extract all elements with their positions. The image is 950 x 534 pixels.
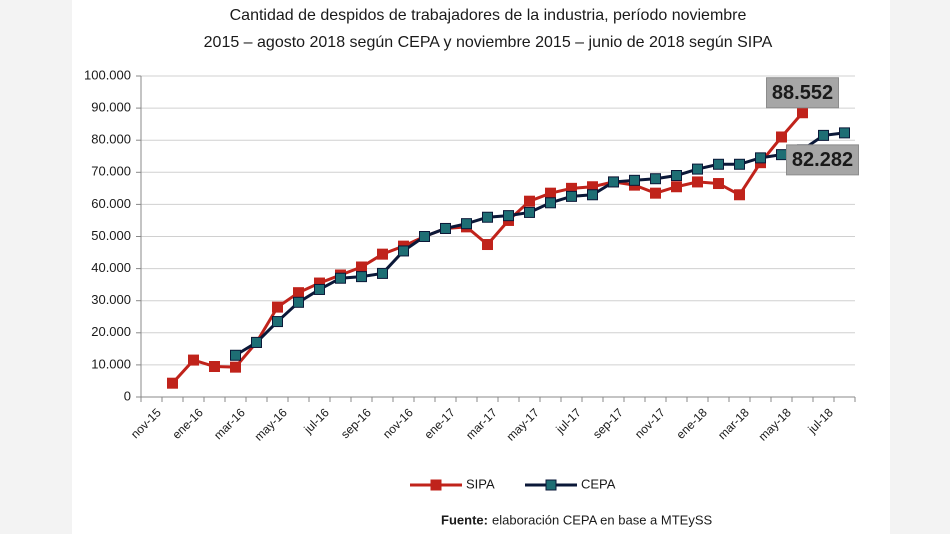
point [230, 349, 241, 361]
point [524, 206, 535, 218]
point [608, 176, 619, 188]
y-tick-label: 0 [124, 388, 131, 403]
point [734, 189, 745, 201]
point [818, 129, 829, 141]
point [671, 170, 682, 182]
y-tick-label: 20.000 [91, 324, 131, 339]
x-tick-label: may-17 [504, 405, 542, 443]
point [293, 287, 304, 299]
source-label: Fuente: [441, 512, 488, 527]
point [692, 176, 703, 188]
x-tick-label: sep-16 [338, 405, 374, 441]
legend-marker [430, 479, 442, 491]
point [482, 211, 493, 223]
x-tick-label: may-16 [252, 405, 290, 443]
x-tick-label: ene-16 [170, 405, 207, 442]
point [566, 190, 577, 202]
x-tick-label: nov-15 [128, 405, 164, 441]
legend-label: CEPA [581, 476, 616, 491]
source: elaboración CEPA en base a MTEySS [492, 512, 712, 527]
legend-label: SIPA [466, 476, 495, 491]
point [272, 301, 283, 313]
point [776, 131, 787, 143]
point [692, 163, 703, 175]
point [272, 316, 283, 328]
point [734, 158, 745, 170]
y-tick-label: 10.000 [91, 356, 131, 371]
point [419, 231, 430, 242]
y-tick-label: 50.000 [91, 228, 131, 243]
point [629, 174, 640, 186]
value-label: 88.552 [766, 77, 839, 109]
y-tick-label: 100.000 [84, 67, 131, 82]
chart-subtitle: 2015 – agosto 2018 según CEPA y noviembr… [204, 34, 773, 51]
x-tick-label: ene-17 [422, 405, 459, 442]
point [398, 245, 409, 257]
point [377, 248, 388, 260]
x-tick-label: may-18 [756, 405, 794, 443]
point [545, 197, 556, 209]
x-tick-label: nov-17 [632, 405, 668, 441]
value-label-box [786, 144, 859, 176]
point [209, 361, 220, 373]
point [524, 195, 535, 207]
point [503, 210, 514, 222]
point [713, 158, 724, 170]
point [461, 218, 472, 230]
point [650, 187, 661, 199]
point [377, 267, 388, 279]
x-tick-label: mar-18 [715, 405, 752, 442]
point [671, 181, 682, 193]
x-tick-label: ene-18 [674, 405, 711, 442]
x-tick-label: jul-16 [300, 405, 332, 437]
point [335, 272, 346, 284]
value-label-text: 88.552 [772, 82, 833, 104]
point [314, 283, 325, 295]
x-tick-label: mar-17 [463, 405, 500, 442]
point [776, 149, 787, 161]
x-tick-label: mar-16 [211, 405, 248, 442]
value-label: 82.282 [786, 144, 859, 176]
y-tick-label: 80.000 [91, 132, 131, 147]
point [356, 261, 367, 273]
y-tick-label: 40.000 [91, 260, 131, 275]
point [545, 187, 556, 199]
x-tick-label: sep-17 [590, 405, 626, 441]
y-tick-label: 70.000 [91, 164, 131, 179]
point [293, 296, 304, 308]
y-tick-label: 90.000 [91, 100, 131, 115]
point [356, 271, 367, 283]
point [167, 377, 178, 389]
point [713, 178, 724, 190]
point [230, 361, 241, 373]
series-line [234, 131, 845, 357]
point [188, 354, 199, 366]
point [797, 107, 808, 119]
point [587, 189, 598, 201]
legend-marker [545, 479, 557, 491]
point [482, 239, 493, 251]
x-tick-label: jul-18 [804, 405, 836, 437]
x-tick-label: nov-16 [380, 405, 416, 441]
value-label-text: 82.282 [792, 149, 853, 171]
point [755, 152, 766, 164]
chart-title: Cantidad de despidos de trabajadores de … [230, 7, 747, 24]
y-tick-label: 60.000 [91, 196, 131, 211]
card [72, 0, 890, 534]
point [251, 336, 262, 348]
value-label-box [766, 77, 839, 109]
x-tick-label: jul-17 [552, 405, 584, 437]
point [440, 222, 451, 234]
y-tick-label: 30.000 [91, 292, 131, 307]
point [650, 173, 661, 185]
point [839, 127, 850, 139]
